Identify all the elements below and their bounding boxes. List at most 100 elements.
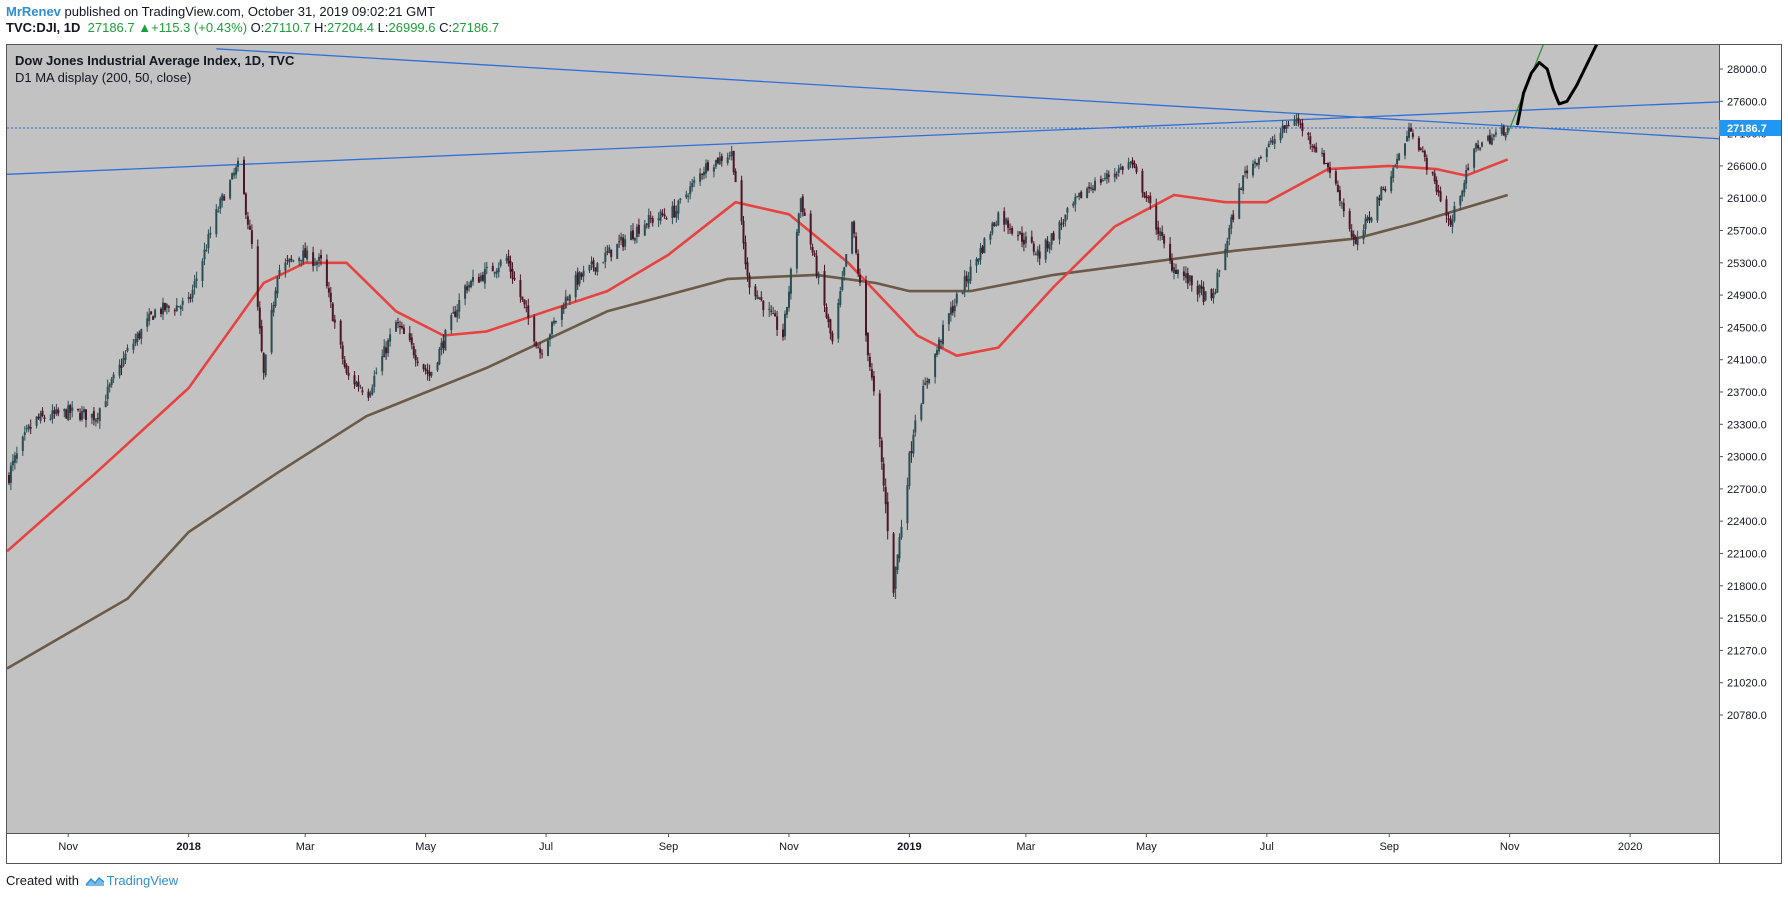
candle-up [468,284,471,288]
candle-up [596,263,599,272]
candle-down [744,242,747,265]
candle-down [402,327,405,334]
candle-down [79,412,82,420]
time-tick-label: 2019 [897,841,921,853]
candle-down [1022,239,1025,245]
candle-down [290,259,293,260]
candle-up [1364,218,1367,230]
candle-up [1479,147,1482,150]
price-axis[interactable]: 28000.027600.027100.026600.026100.025700… [1719,64,1781,722]
candle-down [809,213,812,245]
candle-up [497,267,500,273]
candle-up [671,206,674,219]
candle-up [789,269,792,294]
projection-drawings[interactable] [1507,45,1599,134]
candle-down [1410,128,1412,132]
candle-down [1350,230,1353,237]
candle-up [373,375,376,387]
candle-up [165,304,168,308]
candle-down [1313,145,1316,149]
candle-up [485,266,488,269]
candle-down [782,329,784,338]
candle-down [1447,218,1450,220]
candle-down [993,222,996,226]
candle-up [837,303,840,339]
candle-up [235,167,238,175]
candle-down [1467,167,1470,170]
candle-down [1175,270,1177,274]
candle-up [1064,214,1067,222]
candle-up [1005,218,1008,224]
price-tick-label: 22700.0 [1727,484,1767,496]
candle-up [997,212,1000,226]
candle-down [1327,163,1329,168]
candle-down [152,316,155,320]
candle-up [1242,175,1245,191]
candle-up [472,277,474,282]
candle-up [1228,228,1231,240]
candle-up [146,318,149,327]
candle-down [1030,236,1033,243]
candle-up [912,434,915,454]
candle-down [537,347,540,349]
tradingview-logo-icon[interactable] [85,875,105,890]
candle-up [784,313,786,337]
candle-up [15,453,18,459]
candle-down [760,297,763,300]
candle-up [1506,128,1509,134]
candle-down [594,267,597,272]
candle-down [803,212,806,216]
candle-up [679,198,682,200]
time-tick-label: Nov [58,841,78,853]
candle-down [1431,171,1434,174]
candle-down [1171,260,1173,271]
candle-up [1036,249,1039,256]
candle-down [815,255,818,277]
high-label: H: [314,20,328,35]
candle-down [120,365,123,368]
candle-up [1230,217,1233,229]
candle-up [71,407,74,411]
candle-up [274,290,277,306]
tradingview-brand-link[interactable]: TradingView [106,873,179,888]
candle-up [148,313,151,321]
candle-down [892,533,895,593]
candle-down [882,463,885,486]
candle-up [1390,176,1393,192]
ma200-line [7,193,1509,670]
candle-up [906,485,909,524]
candle-down [150,311,153,314]
candle-down [1240,188,1243,190]
candle-down [189,297,192,299]
candle-up [375,372,378,374]
time-axis[interactable]: Nov 2018 Mar May Jul Sep Nov 2019 Mar May Jul Sep No… [58,833,1642,853]
trendlines[interactable] [7,48,1720,175]
candle-down [1411,133,1414,137]
candle-up [9,465,12,483]
change-arrow-icon: ▲ [138,20,152,35]
candle-down [855,236,858,253]
chart-legend: Dow Jones Industrial Average Index, 1D, … [15,53,295,85]
candle-up [1500,127,1503,134]
candle-up [1086,188,1089,199]
candle-up [967,279,970,284]
candle-up [979,248,982,260]
candle-up [201,260,204,281]
candle-up [444,330,447,351]
price-tick-label: 23000.0 [1727,452,1767,464]
candle-up [483,269,486,284]
candle-down [92,411,95,421]
candle-down [649,217,652,219]
author-link[interactable]: MrRenev [6,4,61,19]
candle-down [256,246,259,308]
candle-down [1315,147,1318,153]
candle-up [1252,163,1254,176]
candle-up [215,209,218,235]
candle-down [1190,275,1193,286]
time-tick-label: May [415,841,436,853]
candle-up [1394,166,1397,168]
chart-frame[interactable]: Dow Jones Industrial Average Index, 1D, … [6,44,1782,864]
candle-down [428,371,431,377]
price-chart[interactable]: Dow Jones Industrial Average Index, 1D, … [7,45,1781,863]
candles-layer [8,113,1509,599]
